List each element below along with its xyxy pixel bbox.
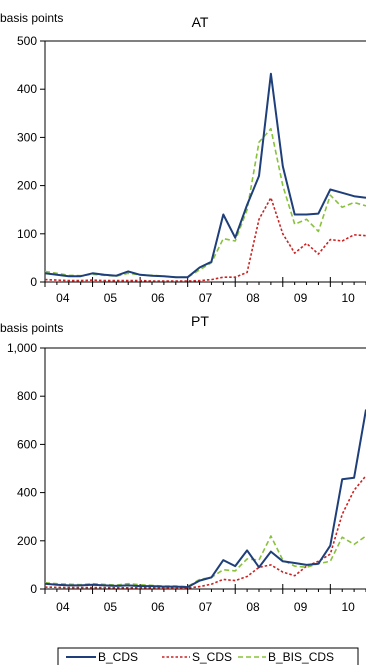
x-tick-label: 04 [56, 600, 70, 614]
series-line-b-cds [44, 409, 366, 589]
chart-title: PT [191, 313, 209, 329]
x-tick-label: 06 [151, 291, 165, 305]
y-tick-label: 0 [30, 582, 37, 596]
legend-label: S_CDS [192, 650, 232, 664]
y-axis-unit-label: basis points [0, 11, 63, 25]
x-tick-label: 05 [104, 600, 118, 614]
series-line-b-cds [44, 72, 366, 279]
y-tick-label: 0 [30, 275, 37, 289]
y-tick-label: 600 [17, 437, 37, 451]
y-tick-label: 800 [17, 389, 37, 403]
x-tick-label: 05 [104, 291, 118, 305]
y-tick-label: 200 [17, 179, 37, 193]
x-tick-label: 09 [294, 600, 308, 614]
y-axis-unit-label: basis points [0, 321, 63, 335]
x-tick-label: 07 [199, 600, 213, 614]
legend-box [57, 647, 359, 665]
legend-label: B_BIS_CDS [268, 650, 334, 664]
y-tick-label: 100 [17, 227, 37, 241]
x-tick-label: 06 [151, 600, 165, 614]
series-line-b-bis-cds [44, 127, 366, 279]
x-tick-label: 09 [294, 291, 308, 305]
x-tick-label: 10 [341, 291, 355, 305]
x-tick-label: 10 [341, 600, 355, 614]
y-tick-label: 400 [17, 486, 37, 500]
legend-label: B_CDS [98, 650, 138, 664]
x-tick-label: 08 [246, 291, 260, 305]
series-line-s-cds [44, 475, 366, 589]
x-tick-label: 04 [56, 291, 70, 305]
y-tick-label: 300 [17, 130, 37, 144]
x-tick-label: 07 [199, 291, 213, 305]
y-tick-label: 1,000 [7, 341, 37, 355]
legend: B_CDS S_CDS B_BIS_CDS [57, 647, 359, 665]
y-tick-label: 200 [17, 534, 37, 548]
chart-title: AT [192, 14, 209, 30]
y-tick-label: 500 [17, 34, 37, 48]
y-tick-label: 400 [17, 82, 37, 96]
chart-panel-pt: PT basis points 0 200 400 600 800 1,000 04 05 06 07… [0, 313, 366, 614]
chart-panel-at: AT basis points 0 100 200 300 400 500 04 05 06 07 08… [0, 11, 366, 305]
x-tick-label: 08 [246, 600, 260, 614]
series-line-s-cds [44, 196, 366, 282]
